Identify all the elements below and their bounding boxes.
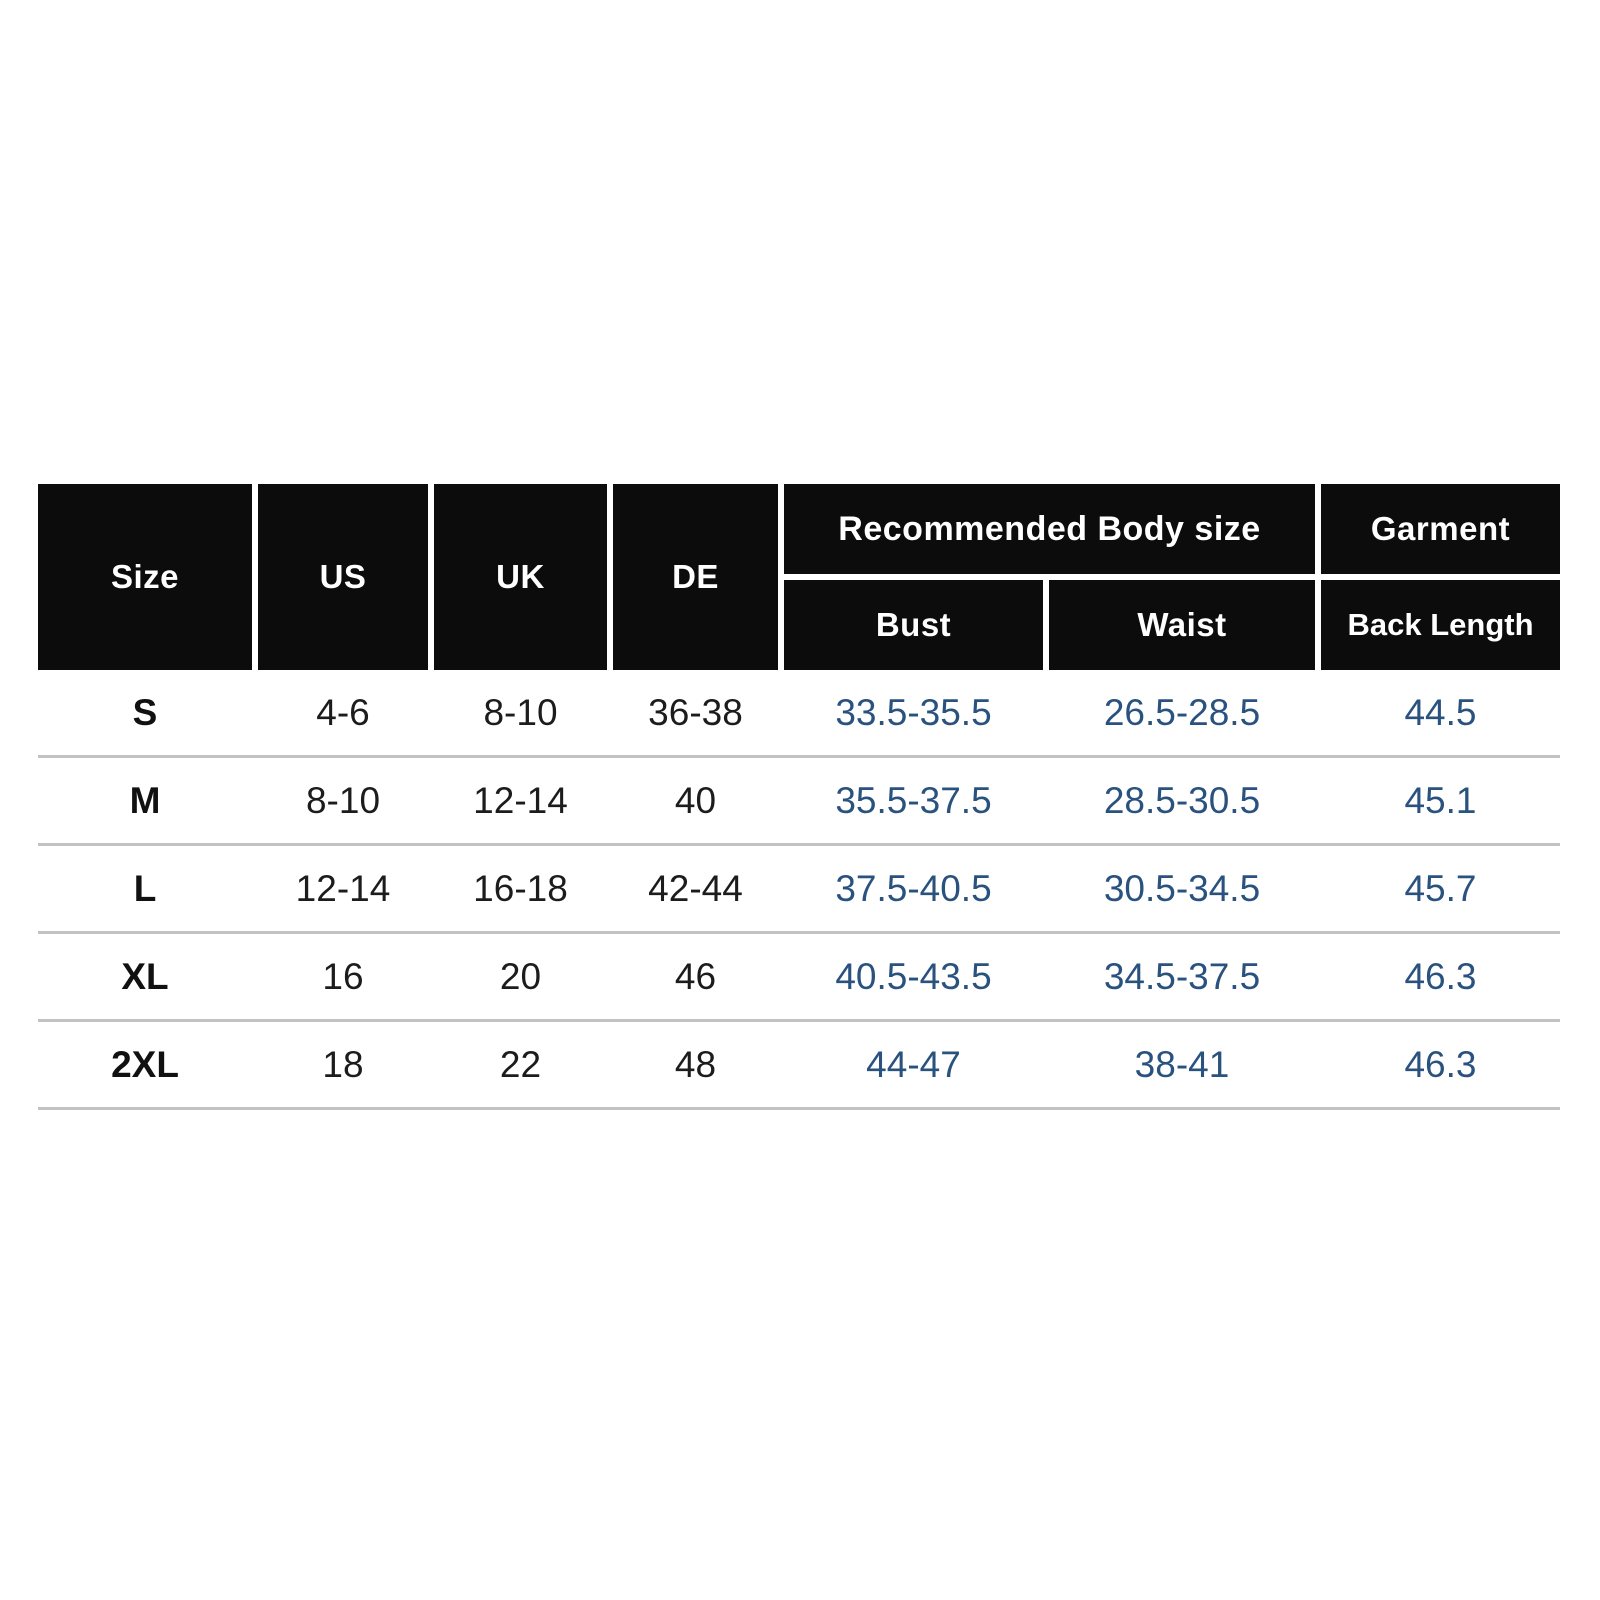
cell-bust: 37.5-40.5 — [835, 867, 992, 909]
header-cell-back-length: Back Length — [1321, 580, 1560, 670]
cell-us: 12-14 — [295, 867, 391, 909]
header-cell-garment: Garment — [1321, 484, 1560, 574]
table-header: Size US UK DE Recommended Body size Garm… — [38, 484, 1560, 670]
cell-de: 40 — [674, 779, 717, 821]
cell-uk: 22 — [499, 1043, 542, 1085]
cell-de: 36-38 — [648, 691, 743, 733]
cell-waist: 30.5-34.5 — [1103, 867, 1261, 909]
cell-us: 4-6 — [316, 691, 370, 733]
cell-uk: 12-14 — [473, 779, 568, 821]
header-cell-size: Size — [38, 484, 252, 670]
cell-de: 42-44 — [648, 867, 743, 909]
size-chart-table: Size US UK DE Recommended Body size Garm… — [38, 484, 1560, 1110]
cell-bust: 40.5-43.5 — [835, 955, 992, 997]
cell-back-length: 46.3 — [1404, 955, 1477, 997]
cell-back-length: 45.1 — [1404, 779, 1477, 821]
cell-back-length: 45.7 — [1404, 867, 1477, 909]
cell-back-length: 44.5 — [1404, 691, 1477, 733]
cell-back-length: 46.3 — [1404, 1043, 1477, 1085]
header-cell-uk: UK — [434, 484, 607, 670]
cell-size: XL — [121, 955, 169, 997]
header-cell-bust: Bust — [784, 580, 1043, 670]
table-row-m: M 8-10 12-14 40 35.5-37.5 28.5-30.5 45.1 — [38, 758, 1560, 846]
cell-us: 8-10 — [305, 779, 381, 821]
cell-size: 2XL — [111, 1043, 179, 1085]
cell-us: 18 — [322, 1043, 364, 1085]
cell-de: 48 — [674, 1043, 717, 1085]
cell-size: M — [129, 779, 161, 821]
cell-waist: 28.5-30.5 — [1103, 779, 1261, 821]
cell-de: 46 — [674, 955, 717, 997]
header-cell-waist: Waist — [1049, 580, 1315, 670]
table-body: S 4-6 8-10 36-38 33.5-35.5 26.5-28.5 44.… — [38, 670, 1560, 1110]
cell-size: S — [132, 691, 158, 733]
cell-uk: 20 — [499, 955, 542, 997]
cell-waist: 26.5-28.5 — [1103, 691, 1261, 733]
table-row-s: S 4-6 8-10 36-38 33.5-35.5 26.5-28.5 44.… — [38, 670, 1560, 758]
cell-bust: 33.5-35.5 — [835, 691, 992, 733]
cell-bust: 44-47 — [866, 1043, 961, 1085]
header-cell-us: US — [258, 484, 428, 670]
table-row-xl: XL 16 20 46 40.5-43.5 34.5-37.5 46.3 — [38, 934, 1560, 1022]
table-row-2xl: 2XL 18 22 48 44-47 38-41 46.3 — [38, 1022, 1560, 1110]
header-cell-de: DE — [613, 484, 778, 670]
cell-size: L — [133, 867, 157, 909]
table-row-l: L 12-14 16-18 42-44 37.5-40.5 30.5-34.5 … — [38, 846, 1560, 934]
cell-waist: 38-41 — [1134, 1043, 1230, 1085]
cell-us: 16 — [322, 955, 364, 997]
cell-waist: 34.5-37.5 — [1103, 955, 1261, 997]
header-cell-recommended-body-size: Recommended Body size — [784, 484, 1315, 574]
cell-bust: 35.5-37.5 — [835, 779, 992, 821]
cell-uk: 16-18 — [473, 867, 568, 909]
cell-uk: 8-10 — [483, 691, 558, 733]
